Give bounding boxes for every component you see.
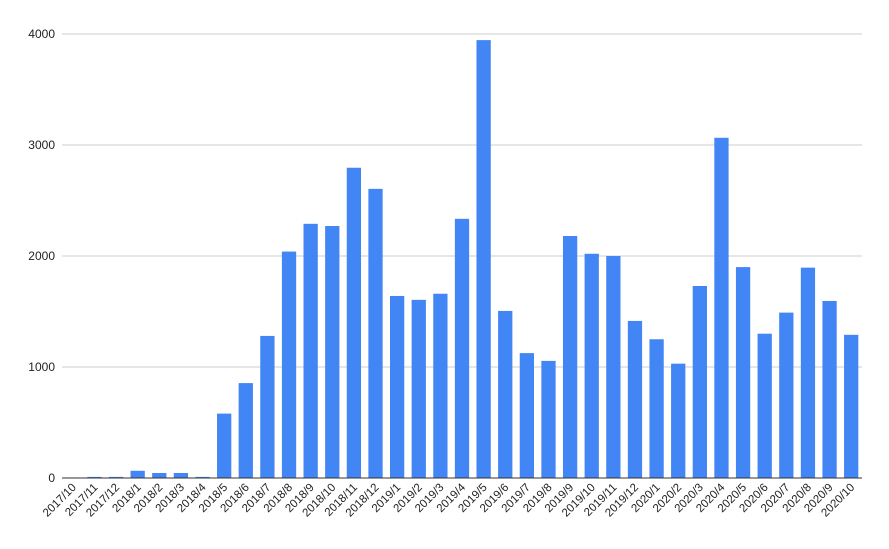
bar: [671, 363, 686, 478]
y-tick-label: 1000: [28, 360, 55, 374]
y-tick-label: 0: [48, 471, 55, 485]
bar: [368, 188, 383, 478]
y-axis-ticks: 0 1000 2000 3000 4000: [28, 27, 55, 485]
bar: [735, 267, 751, 478]
bar: [822, 300, 837, 478]
bar: [411, 299, 426, 478]
bar: [627, 320, 643, 478]
y-tick-label: 2000: [28, 249, 55, 263]
bar: [130, 470, 145, 478]
bar: [303, 223, 318, 478]
bar: [779, 312, 794, 478]
bar: [325, 226, 340, 478]
bar: [390, 295, 405, 478]
y-tick-label: 3000: [28, 138, 55, 152]
bar: [800, 267, 816, 478]
bar: [584, 253, 599, 478]
bar: [108, 476, 124, 478]
bar: [152, 473, 167, 478]
bar: [217, 413, 232, 478]
bar: [238, 383, 253, 478]
bar: [173, 473, 189, 478]
bar: [757, 333, 772, 478]
bar: [714, 137, 729, 478]
bar: [562, 236, 578, 478]
bar: [476, 40, 491, 478]
bar: [692, 285, 707, 478]
bar: [519, 353, 534, 478]
bar: [844, 334, 859, 478]
bar: [281, 251, 297, 478]
bar: [87, 476, 102, 478]
bar: [260, 335, 275, 478]
bar: [606, 256, 621, 478]
bar: [195, 476, 210, 478]
bar: [454, 218, 470, 478]
bars: [65, 40, 859, 478]
x-axis-ticks: 2017/102017/112017/122018/12018/22018/32…: [41, 481, 857, 519]
bar: [433, 293, 448, 478]
bar: [541, 360, 556, 478]
bar: [649, 339, 664, 478]
bar: [346, 167, 362, 478]
bar: [498, 310, 513, 478]
y-tick-label: 4000: [28, 27, 55, 41]
